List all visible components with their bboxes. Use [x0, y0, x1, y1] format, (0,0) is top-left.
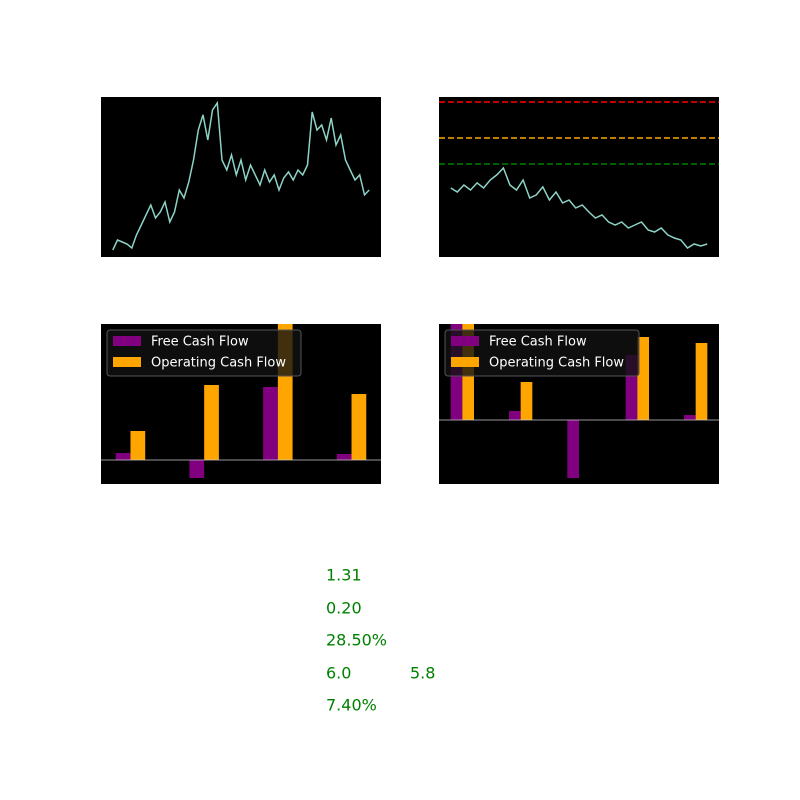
legend-label: Operating Cash Flow	[489, 356, 624, 371]
price-line	[450, 166, 708, 249]
legend-box	[444, 329, 640, 377]
bar	[637, 337, 649, 420]
metric-value: 5.8	[410, 664, 435, 683]
legend-swatch	[113, 357, 141, 367]
plot-area	[439, 97, 719, 257]
metric-value: 6.0	[326, 664, 351, 683]
metric-value: 28.50%	[326, 631, 387, 650]
metric-value: 7.40%	[326, 696, 377, 715]
legend-label: Operating Cash Flow	[151, 356, 286, 371]
bar	[520, 382, 533, 420]
legend-swatch	[451, 357, 479, 367]
bar	[189, 460, 205, 478]
bar	[625, 355, 638, 420]
bar	[351, 394, 367, 460]
legend-swatch	[113, 336, 141, 346]
legend-label: Free Cash Flow	[489, 335, 587, 350]
metric-value: 1.31	[326, 566, 362, 585]
bar	[695, 343, 708, 420]
legend-label: Free Cash Flow	[151, 335, 249, 350]
legend-swatch	[451, 336, 479, 346]
bar	[684, 415, 696, 420]
plot-area	[101, 97, 381, 257]
bar	[336, 454, 352, 460]
bar	[204, 385, 219, 460]
bar	[567, 420, 579, 478]
bar	[115, 453, 131, 460]
bar	[509, 411, 521, 420]
bar	[263, 387, 278, 460]
price-line	[112, 100, 370, 251]
legend-box	[106, 329, 302, 377]
bar	[130, 431, 146, 460]
metric-value: 0.20	[326, 599, 362, 618]
